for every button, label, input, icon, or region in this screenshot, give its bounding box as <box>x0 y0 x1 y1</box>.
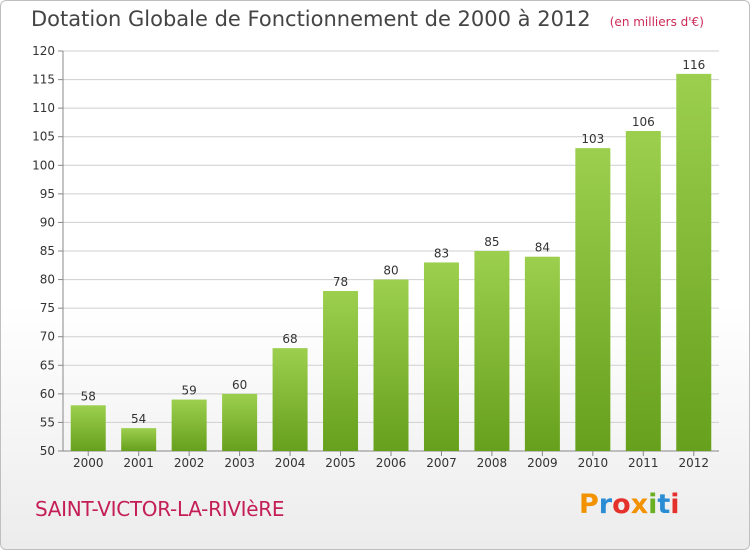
bar <box>423 262 459 451</box>
bar <box>575 148 611 451</box>
bar <box>171 399 207 451</box>
logo-letter: P <box>579 489 599 520</box>
bar <box>222 393 258 451</box>
bar <box>70 405 106 451</box>
x-tick-label: 2010 <box>578 456 609 470</box>
bar <box>121 428 157 451</box>
y-tick-label: 65 <box>40 358 55 372</box>
bar-value-label: 59 <box>182 384 197 398</box>
y-tick-label: 70 <box>40 330 55 344</box>
y-tick-label: 85 <box>40 244 55 258</box>
bar <box>373 279 409 451</box>
y-tick-label: 50 <box>40 444 55 458</box>
x-tick-label: 2011 <box>628 456 659 470</box>
bar <box>524 256 560 451</box>
bar-value-label: 103 <box>581 132 604 146</box>
bar-value-label: 80 <box>383 264 398 278</box>
x-tick-label: 2006 <box>376 456 407 470</box>
bar-value-label: 85 <box>484 235 499 249</box>
logo-letter: o <box>612 489 631 520</box>
bar-value-label: 60 <box>232 378 247 392</box>
x-tick-label: 2001 <box>123 456 154 470</box>
bar <box>474 251 510 451</box>
bar <box>625 131 661 451</box>
title-row: Dotation Globale de Fonctionnement de 20… <box>31 7 704 31</box>
bar-value-label: 84 <box>535 241 550 255</box>
proxiti-logo[interactable]: Proxiti <box>579 489 680 520</box>
bar-value-label: 68 <box>282 332 297 346</box>
bar <box>272 348 308 451</box>
x-tick-label: 2000 <box>73 456 104 470</box>
x-tick-label: 2009 <box>527 456 558 470</box>
x-tick-label: 2004 <box>275 456 306 470</box>
x-tick-label: 2012 <box>678 456 709 470</box>
commune-name: SAINT-VICTOR-LA-RIVIèRE <box>35 497 285 521</box>
bar <box>676 73 712 451</box>
x-tick-label: 2002 <box>174 456 205 470</box>
logo-letter: r <box>598 489 613 520</box>
y-tick-label: 100 <box>32 158 55 172</box>
label-layer: 58 54 59 60 68 78 80 83 85 84 103 106 116 <box>81 58 706 426</box>
bar-value-label: 83 <box>434 246 449 260</box>
y-tick-label: 90 <box>40 215 55 229</box>
x-tick-label: 2005 <box>325 456 356 470</box>
bar-value-label: 58 <box>81 389 96 403</box>
y-tick-label: 105 <box>32 130 55 144</box>
x-tick-label: 2007 <box>426 456 457 470</box>
y-tick-label: 95 <box>40 187 55 201</box>
bar-value-label: 106 <box>632 115 655 129</box>
logo-letter: t <box>657 489 671 520</box>
y-tick-label: 55 <box>40 415 55 429</box>
y-tick-label: 110 <box>32 101 55 115</box>
y-tick-label: 80 <box>40 273 55 287</box>
logo-letter: i <box>648 489 658 520</box>
y-tick-label: 115 <box>32 73 55 87</box>
y-tick-label: 120 <box>32 44 55 58</box>
x-tick-label: 2008 <box>477 456 508 470</box>
bar-layer <box>70 73 712 451</box>
logo-letter: i <box>670 489 680 520</box>
x-tick-label: 2003 <box>224 456 255 470</box>
logo-letter: x <box>630 489 649 520</box>
bar-value-label: 54 <box>131 412 146 426</box>
chart-unit-label: (en milliers d'€) <box>609 15 704 29</box>
bar-value-label: 116 <box>682 58 705 72</box>
y-tick-label: 60 <box>40 387 55 401</box>
y-tick-label: 75 <box>40 301 55 315</box>
chart-title: Dotation Globale de Fonctionnement de 20… <box>31 7 591 31</box>
bar <box>323 291 359 451</box>
bar-value-label: 78 <box>333 275 348 289</box>
